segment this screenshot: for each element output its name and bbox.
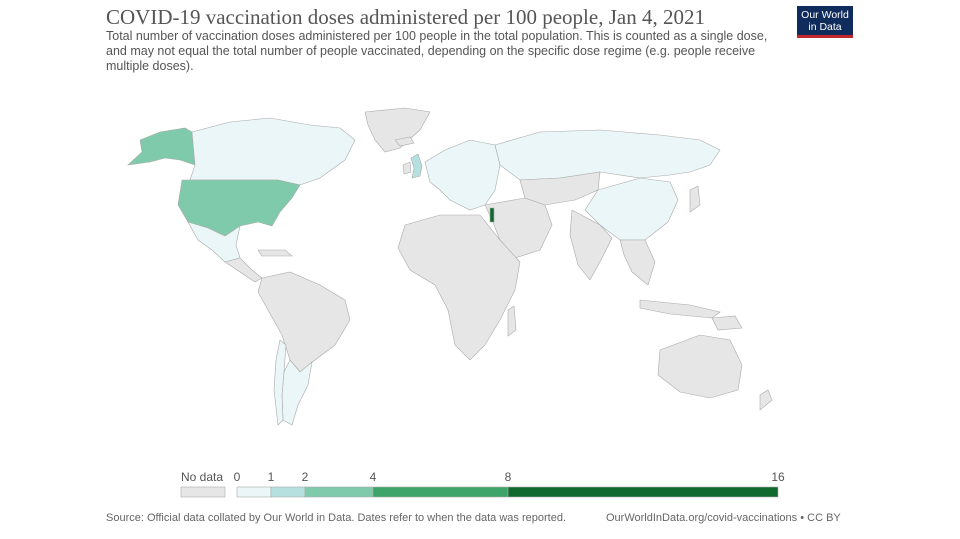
- legend-tick-2: 2: [302, 470, 309, 484]
- logo-line-2: in Data: [808, 21, 842, 33]
- logo-line-1: Our World: [801, 9, 849, 21]
- region-greenland[interactable]: [364, 107, 431, 153]
- source-url[interactable]: OurWorldInData.org/covid-vaccinations • …: [606, 512, 841, 524]
- region-india[interactable]: [569, 209, 613, 281]
- region-united-kingdom[interactable]: [410, 153, 423, 179]
- legend-bin-4-8[interactable]: [372, 486, 509, 498]
- region-alaska[interactable]: [127, 127, 196, 166]
- region-southeast-asia[interactable]: [619, 239, 656, 286]
- source-note: Source: Official data collated by Our Wo…: [106, 512, 566, 524]
- region-europe[interactable]: [424, 139, 501, 211]
- legend-no-data-swatch: [180, 486, 226, 498]
- region-caribbean[interactable]: [257, 249, 293, 257]
- owid-logo[interactable]: Our World in Data: [797, 6, 853, 38]
- legend-tick-8: 8: [505, 470, 512, 484]
- legend-bin-2-4[interactable]: [304, 486, 374, 498]
- legend-tick-16: 16: [771, 470, 785, 484]
- region-africa[interactable]: [397, 214, 521, 361]
- legend-bin-1-2[interactable]: [270, 486, 306, 498]
- region-middle-east[interactable]: [484, 197, 553, 259]
- legend-tick-0: 0: [234, 470, 241, 484]
- region-australia[interactable]: [657, 334, 743, 399]
- legend-no-data-label: No data: [181, 470, 223, 484]
- region-japan[interactable]: [689, 185, 701, 213]
- world-map: [127, 107, 773, 426]
- legend-tick-1: 1: [268, 470, 275, 484]
- region-israel[interactable]: [489, 207, 495, 223]
- region-mexico[interactable]: [187, 221, 241, 263]
- region-china[interactable]: [584, 177, 679, 241]
- chart-title: COVID-19 vaccination doses administered …: [106, 5, 705, 29]
- chart-subtitle: Total number of vaccination doses admini…: [106, 29, 768, 73]
- legend-bin-0-1[interactable]: [236, 486, 272, 498]
- region-chile[interactable]: [273, 339, 287, 426]
- region-madagascar[interactable]: [507, 305, 517, 337]
- region-new-zealand[interactable]: [759, 389, 773, 411]
- region-south-america[interactable]: [257, 271, 351, 373]
- region-ireland[interactable]: [402, 161, 412, 175]
- legend-bin-8-16[interactable]: [507, 486, 779, 498]
- region-iceland[interactable]: [394, 136, 415, 147]
- region-papua-new-guinea[interactable]: [711, 315, 743, 331]
- legend-tick-4: 4: [370, 470, 377, 484]
